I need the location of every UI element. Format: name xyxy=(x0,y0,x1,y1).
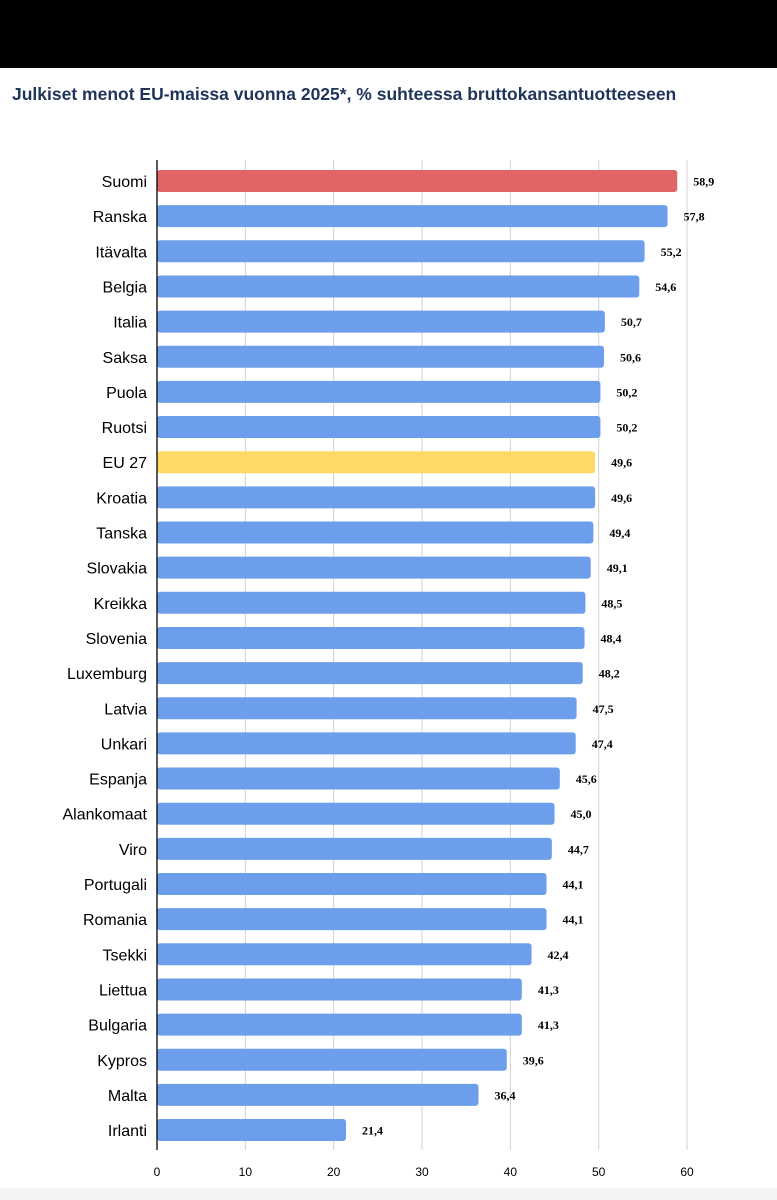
value-label: 55,2 xyxy=(661,245,682,259)
category-label: Kreikka xyxy=(94,596,147,613)
x-tick-label: 40 xyxy=(504,1165,518,1179)
bar xyxy=(157,205,668,228)
bar xyxy=(157,732,576,755)
value-label: 58,9 xyxy=(693,175,714,189)
category-label: Malta xyxy=(108,1088,147,1105)
category-label: Slovakia xyxy=(87,561,148,578)
bar xyxy=(157,310,605,333)
category-label: Puola xyxy=(106,385,147,402)
category-label: Viro xyxy=(119,842,147,859)
value-label: 49,1 xyxy=(607,561,628,575)
x-tick-label: 10 xyxy=(239,1165,253,1179)
bar xyxy=(157,978,522,1001)
top-black-band xyxy=(0,0,777,68)
value-label: 47,5 xyxy=(593,702,614,716)
category-label: Unkari xyxy=(101,736,147,753)
bar xyxy=(157,626,585,649)
value-label: 39,6 xyxy=(523,1053,544,1067)
category-label: Tanska xyxy=(96,526,147,543)
x-tick-label: 30 xyxy=(415,1165,429,1179)
bar xyxy=(157,521,594,544)
category-label: Suomi xyxy=(102,174,147,191)
category-label: Espanja xyxy=(89,772,147,789)
x-tick-label: 20 xyxy=(327,1165,341,1179)
category-label: Liettua xyxy=(99,982,147,999)
value-label: 47,4 xyxy=(592,737,613,751)
bar xyxy=(157,1048,507,1071)
bar xyxy=(157,451,596,474)
bar xyxy=(157,416,601,439)
bar xyxy=(157,380,601,403)
bar xyxy=(157,767,560,790)
value-label: 45,6 xyxy=(576,772,597,786)
x-tick-label: 50 xyxy=(592,1165,606,1179)
bar xyxy=(157,170,678,192)
value-label: 54,6 xyxy=(655,280,676,294)
category-label: Itävalta xyxy=(95,244,147,261)
value-label: 44,1 xyxy=(563,878,584,892)
category-label: EU 27 xyxy=(103,455,148,472)
value-label: 48,5 xyxy=(601,596,622,610)
value-label: 50,2 xyxy=(616,385,637,399)
bar xyxy=(157,662,583,685)
x-tick-label: 60 xyxy=(680,1165,694,1179)
value-label: 48,4 xyxy=(601,631,622,645)
bar xyxy=(157,943,532,966)
value-label: 48,2 xyxy=(599,667,620,681)
category-label: Alankomaat xyxy=(63,807,148,824)
category-label: Bulgaria xyxy=(88,1018,147,1035)
category-label: Kypros xyxy=(97,1053,147,1070)
value-label: 57,8 xyxy=(684,210,705,224)
category-label: Slovenia xyxy=(86,631,147,648)
bar xyxy=(157,345,604,368)
value-label: 49,4 xyxy=(609,526,630,540)
value-label: 50,7 xyxy=(621,315,642,329)
category-label: Kroatia xyxy=(96,490,147,507)
value-label: 41,3 xyxy=(538,1018,559,1032)
value-label: 44,1 xyxy=(563,913,584,927)
value-label: 49,6 xyxy=(611,491,632,505)
bar xyxy=(157,486,596,509)
bar xyxy=(157,1013,522,1036)
bar xyxy=(157,556,591,579)
category-label: Ranska xyxy=(93,209,147,226)
category-label: Irlanti xyxy=(108,1123,147,1140)
category-label: Romania xyxy=(83,912,147,929)
category-label: Luxemburg xyxy=(67,666,147,683)
bar-chart: 0 10 20 30 40 50 60 Suomi 58,9 Ranska 57,8 Itävalta… xyxy=(63,160,714,1179)
value-label: 21,4 xyxy=(362,1124,383,1138)
value-label: 41,3 xyxy=(538,983,559,997)
bar xyxy=(157,837,552,860)
x-tick-label: 0 xyxy=(154,1165,161,1179)
chart-title: Julkiset menot EU-maissa vuonna 2025*, %… xyxy=(12,84,677,104)
category-label: Latvia xyxy=(104,701,147,718)
category-label: Belgia xyxy=(103,279,148,296)
category-label: Saksa xyxy=(103,350,148,367)
bar xyxy=(157,1083,479,1106)
bar xyxy=(157,697,577,720)
category-label: Italia xyxy=(113,315,147,332)
value-label: 42,4 xyxy=(548,948,569,962)
value-label: 50,6 xyxy=(620,350,641,364)
bar xyxy=(157,802,555,825)
bar xyxy=(157,591,586,614)
category-label: Portugali xyxy=(84,877,147,894)
bottom-strip xyxy=(0,1188,777,1200)
bar xyxy=(157,1119,347,1142)
value-label: 50,2 xyxy=(616,421,637,435)
bar xyxy=(157,908,547,931)
value-label: 49,6 xyxy=(611,456,632,470)
bar xyxy=(157,275,640,298)
value-label: 44,7 xyxy=(568,842,589,856)
value-label: 45,0 xyxy=(571,807,592,821)
bar xyxy=(157,873,547,895)
category-label: Ruotsi xyxy=(102,420,147,437)
value-label: 36,4 xyxy=(495,1088,516,1102)
bar xyxy=(157,240,645,263)
category-label: Tsekki xyxy=(103,947,147,964)
